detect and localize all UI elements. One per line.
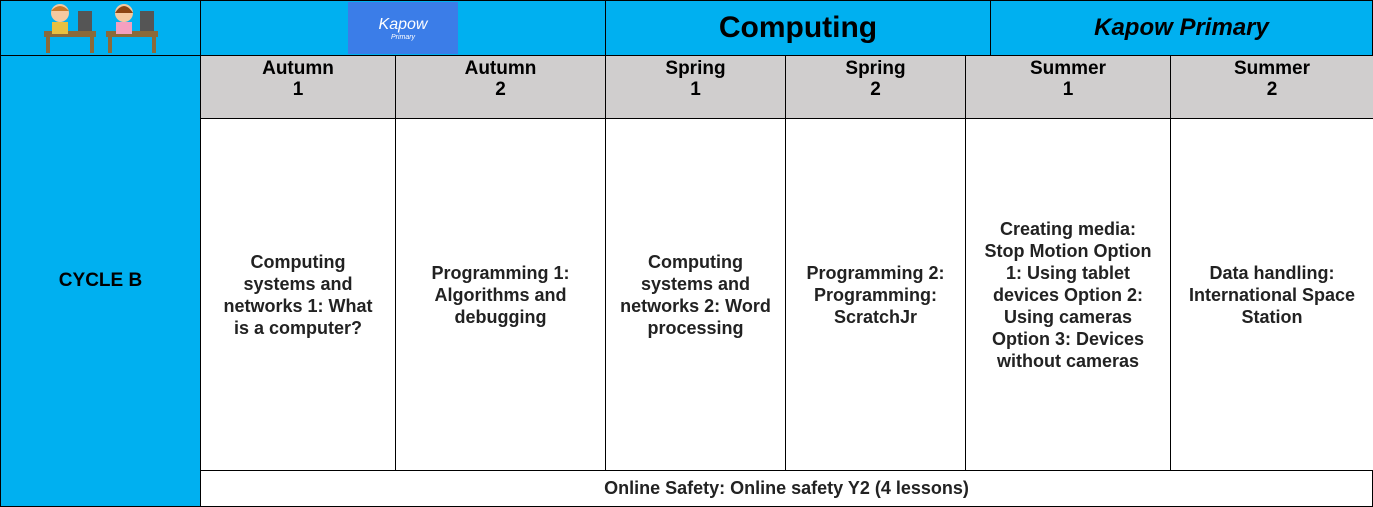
term-number: 1 [292,79,304,100]
cycle: CYCLE B [0,55,201,507]
term-header: Summer 1 [965,55,1171,119]
title: Computing [605,0,991,56]
logo: Kapow Primary [348,2,458,54]
term-name: Autumn [262,58,334,79]
icon-cell [0,0,201,56]
term-number: 2 [1266,79,1278,100]
logo-word: Kapow [378,15,428,33]
unit: Computing systems and networks 2: Word p… [605,118,786,471]
term-name: Summer [1233,58,1311,79]
unit: Creating media: Stop Motion Option 1: Us… [965,118,1171,471]
term-name: Summer [1029,58,1107,79]
unit: Computing systems and networks 1: What i… [200,118,396,471]
term-header: Summer 2 [1170,55,1373,119]
term-name: Spring [845,58,906,79]
logo-sub: Primary [390,33,416,41]
term-header: Spring 1 [605,55,786,119]
term-header: Autumn 2 [395,55,606,119]
term-header: Autumn 1 [200,55,396,119]
term-number: 2 [495,79,506,100]
term-header: Spring 2 [785,55,966,119]
term-number: 2 [870,79,881,100]
term-name: Autumn [464,58,537,79]
logo-cell: Kapow Primary [200,0,606,56]
kids-icon [43,4,158,53]
term-number: 1 [690,79,701,100]
unit: Programming 1: Algorithms and debugging [395,118,606,471]
unit: Programming 2: Programming: ScratchJr [785,118,966,471]
brand: Kapow Primary [990,0,1373,56]
footer: Online Safety: Online safety Y2 (4 lesso… [200,470,1373,507]
term-number: 1 [1062,79,1074,100]
term-name: Spring [665,58,726,79]
unit: Data handling: International Space Stati… [1170,118,1373,471]
